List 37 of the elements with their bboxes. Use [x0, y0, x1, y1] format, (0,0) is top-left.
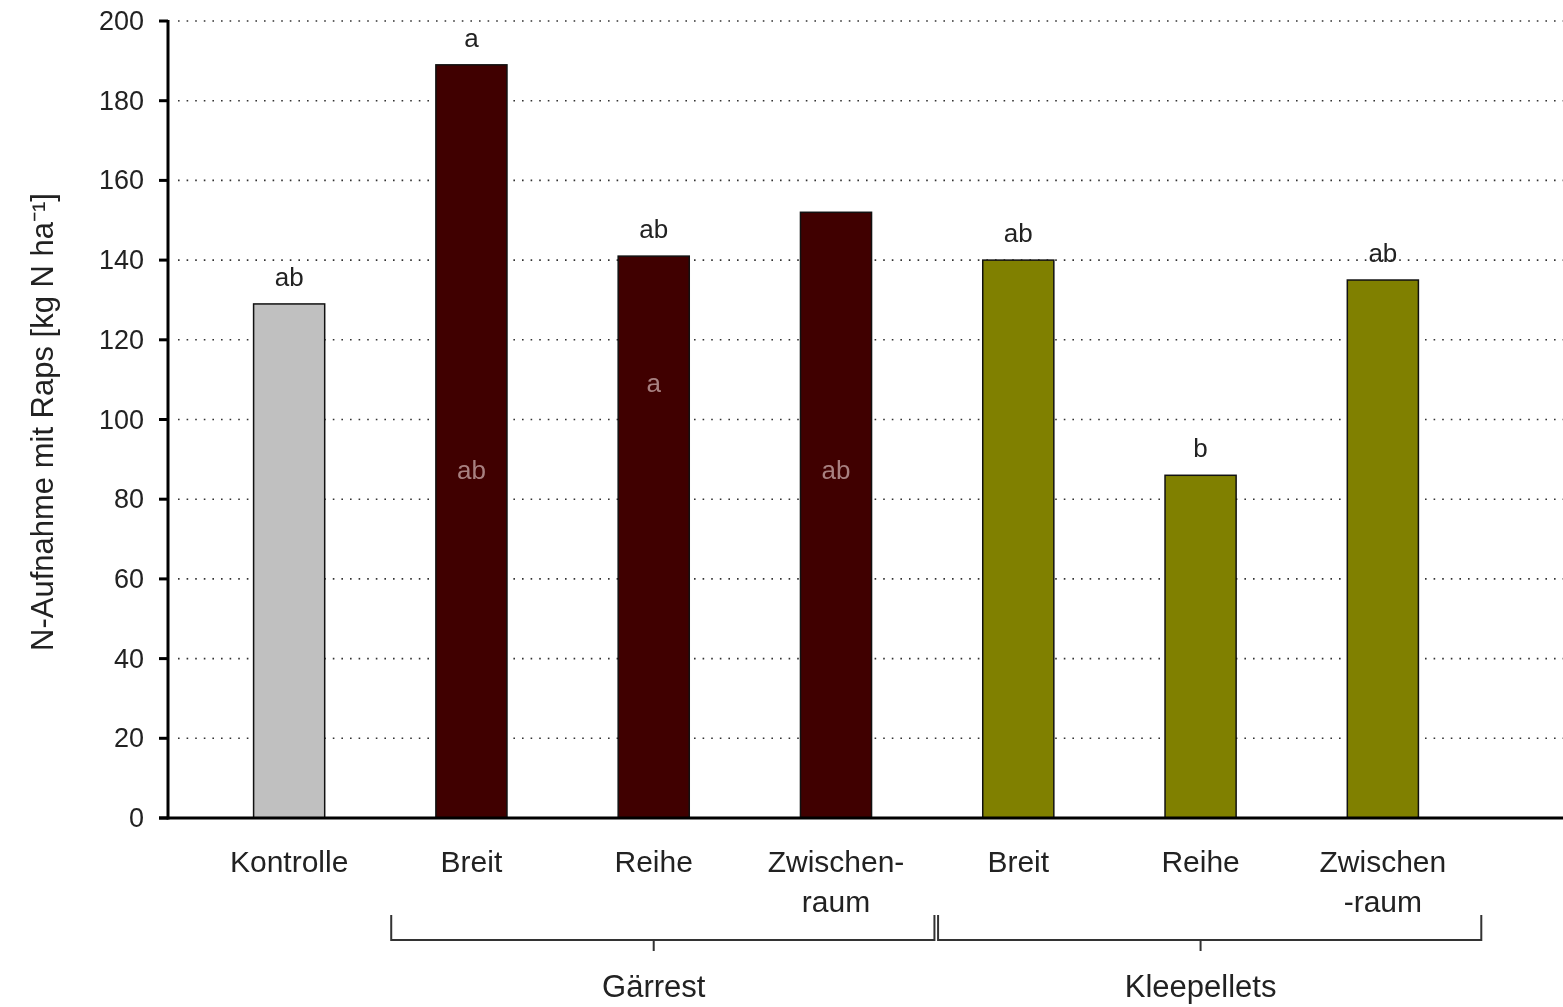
text: Gärrest	[602, 969, 706, 1004]
x-tick-label: Reihe	[1161, 845, 1240, 878]
y-tick-label: 60	[113, 563, 144, 594]
text: Kleepellets	[1124, 969, 1277, 1004]
x-tick-label: Zwischen -raum	[1319, 845, 1447, 918]
bar	[1346, 279, 1420, 819]
data-label: ab	[1368, 238, 1398, 269]
y-tick-label: 80	[113, 484, 144, 515]
bar	[1164, 474, 1237, 819]
y-tick-label: 200	[98, 6, 144, 36]
data-label: ab	[639, 214, 669, 245]
y-tick-label: 20	[113, 723, 144, 754]
annotation: ab	[821, 455, 851, 485]
y-tick-label: 0	[128, 803, 144, 833]
y-tick-label: 40	[113, 643, 144, 674]
bar	[252, 303, 326, 819]
y-tick-label: 140	[98, 245, 144, 276]
bar	[617, 255, 691, 819]
y-tick-label: 100	[98, 404, 144, 435]
y-axis-title: N-Aufnahme mit Raps [kg N ha⁻¹]	[24, 193, 60, 651]
data-label: b	[1193, 433, 1208, 464]
data-label: ab	[1003, 218, 1033, 249]
data-label: ab	[274, 261, 304, 292]
x-tick-label: Breit	[440, 845, 503, 878]
bar	[981, 259, 1055, 819]
x-tick-label: Reihe	[614, 845, 693, 878]
annotation: ab	[456, 455, 486, 485]
y-tick-label: 120	[98, 324, 144, 355]
x-tick-label: Kontrolle	[229, 845, 349, 878]
x-tick-label: Zwischen- raum	[767, 845, 905, 918]
y-tick-label: 160	[98, 165, 144, 196]
bar	[799, 211, 873, 819]
y-tick-label: 180	[98, 85, 144, 116]
data-label: a	[464, 22, 480, 53]
x-tick-label: Breit	[987, 845, 1050, 878]
bar	[435, 64, 508, 819]
annotation: a	[646, 368, 662, 398]
